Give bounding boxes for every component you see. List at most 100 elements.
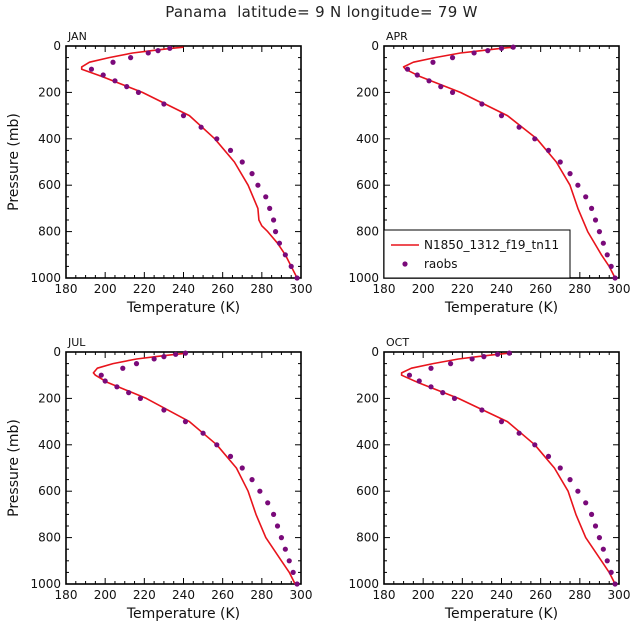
raobs-point <box>600 240 606 246</box>
raobs-point <box>288 263 294 269</box>
raobs-point <box>227 147 234 153</box>
raobs-point <box>161 407 167 413</box>
raobs-point <box>498 419 505 425</box>
raobs-point <box>290 569 296 576</box>
raobs-point <box>257 488 263 494</box>
y-tick-label: 200 <box>356 391 379 405</box>
raobs-point <box>239 465 245 471</box>
x-tick-label: 300 <box>608 282 631 296</box>
raobs-point <box>114 384 120 390</box>
raobs-point <box>112 78 118 84</box>
raobs-point <box>608 569 614 576</box>
x-tick-label: 300 <box>608 588 631 602</box>
raobs-point <box>161 354 167 360</box>
raobs-point <box>506 350 512 356</box>
x-tick-label: 280 <box>568 588 591 602</box>
x-tick-label: 280 <box>568 282 591 296</box>
raobs-point <box>575 182 581 188</box>
x-tick-label: 280 <box>250 282 273 296</box>
raobs-point <box>239 159 245 165</box>
raobs-point <box>282 252 288 258</box>
raobs-point <box>612 581 618 587</box>
raobs-point <box>608 263 614 269</box>
raobs-point <box>294 581 300 587</box>
panel-label: JUL <box>67 336 86 349</box>
raobs-point <box>575 488 581 494</box>
raobs-point <box>557 465 563 471</box>
raobs-point <box>440 390 446 396</box>
y-tick-label: 0 <box>53 39 61 53</box>
raobs-point <box>414 72 420 78</box>
raobs-point <box>265 500 271 506</box>
raobs-point <box>120 365 126 371</box>
raobs-point <box>182 419 189 425</box>
x-tick-label: 240 <box>490 282 513 296</box>
raobs-point <box>451 395 458 401</box>
x-tick-label: 220 <box>133 588 156 602</box>
raobs-point <box>592 523 599 529</box>
x-tick-label: 300 <box>290 588 313 602</box>
raobs-point <box>498 45 505 51</box>
raobs-point <box>161 101 167 107</box>
y-tick-label: 600 <box>356 178 379 192</box>
legend-model-label: N1850_1312_f19_tn11 <box>424 238 559 252</box>
y-tick-label: 1000 <box>30 577 61 591</box>
raobs-point <box>479 101 485 107</box>
x-tick-label: 220 <box>451 282 474 296</box>
y-tick-label: 400 <box>38 438 61 452</box>
x-tick-label: 180 <box>373 282 396 296</box>
raobs-point <box>88 66 95 72</box>
plot-frame <box>65 45 302 279</box>
x-tick-label: 180 <box>373 588 396 602</box>
x-axis-title: Temperature (K) <box>126 300 240 316</box>
raobs-point <box>133 361 140 367</box>
raobs-point <box>479 407 485 413</box>
x-axis-title: Temperature (K) <box>126 606 240 622</box>
panel-oct: 180 200 220 240 260 280 300 0 200 400 600 800 1000 OC… <box>348 336 630 622</box>
raobs-point <box>449 55 456 61</box>
raobs-point <box>510 44 516 50</box>
x-tick-label: 260 <box>529 282 552 296</box>
panel-label: OCT <box>386 336 409 349</box>
panel-apr: 180 200 220 240 260 280 300 0 200 400 600 800 1000 AP… <box>348 30 630 316</box>
raobs-point <box>516 124 522 130</box>
y-tick-label: 800 <box>38 225 61 239</box>
y-tick-label: 800 <box>356 531 379 545</box>
raobs-point <box>428 365 434 371</box>
x-tick-label: 280 <box>250 588 273 602</box>
raobs-point <box>557 159 563 165</box>
raobs-point <box>272 229 279 235</box>
raobs-point <box>545 453 552 459</box>
raobs-point <box>294 275 300 281</box>
raobs-point <box>182 350 189 356</box>
y-tick-label: 200 <box>38 391 61 405</box>
raobs-point <box>416 378 422 384</box>
raobs-point <box>426 78 432 84</box>
x-tick-label: 240 <box>490 588 513 602</box>
legend-raobs-swatch <box>402 261 408 267</box>
raobs-point <box>600 546 606 552</box>
raobs-point <box>604 558 610 564</box>
plot-frame <box>65 351 302 585</box>
y-tick-label: 200 <box>356 85 379 99</box>
raobs-point <box>278 535 285 541</box>
y-tick-label: 600 <box>38 178 61 192</box>
raobs-point <box>494 351 501 357</box>
raobs-point <box>471 50 477 56</box>
x-tick-label: 220 <box>133 282 156 296</box>
model-series-line <box>402 46 616 279</box>
y-axis-title: Pressure (mb) <box>6 113 22 211</box>
y-tick-label: 1000 <box>348 577 379 591</box>
x-tick-label: 200 <box>94 282 117 296</box>
raobs-point <box>151 356 157 362</box>
model-series-line <box>92 352 296 585</box>
x-tick-label: 260 <box>211 282 234 296</box>
panel-jan: 180 200 220 240 260 280 300 0 200 400 600 800 1000 JA… <box>6 30 312 316</box>
raobs-point <box>588 205 595 211</box>
raobs-point <box>214 136 220 142</box>
raobs-point <box>485 48 491 54</box>
raobs-point <box>180 113 187 119</box>
raobs-point <box>126 390 132 396</box>
x-tick-label: 200 <box>412 588 435 602</box>
